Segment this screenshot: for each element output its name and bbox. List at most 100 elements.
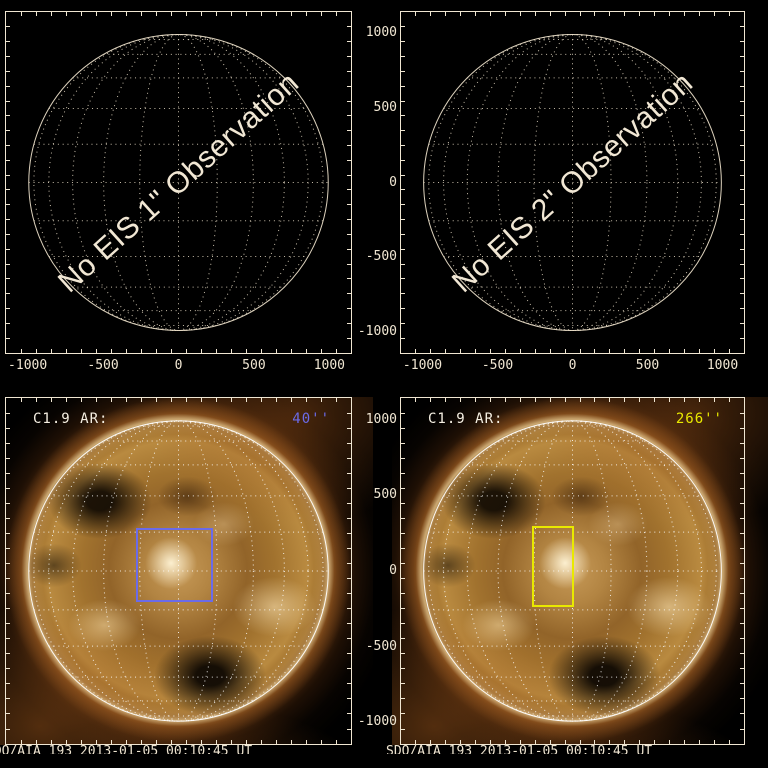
axis-tick — [95, 740, 97, 744]
axis-tick — [401, 442, 405, 444]
axis-tick — [347, 713, 351, 715]
axis-tick — [347, 204, 351, 206]
axis-tick — [654, 398, 655, 402]
axis-tick — [6, 668, 10, 670]
axis-tick — [6, 115, 10, 117]
axis-tick — [594, 398, 596, 402]
axis-tick — [347, 219, 351, 221]
axis-tick — [347, 56, 351, 57]
y-tick-label: 0 — [389, 174, 397, 190]
axis-tick — [347, 278, 351, 280]
axis-tick — [740, 502, 744, 504]
image-timestamp-clip: SDO/AIA 193 2013-01-05 00:10:45 UT — [386, 745, 768, 754]
axis-tick — [490, 12, 491, 16]
axis-tick — [347, 683, 351, 685]
axis-tick — [80, 349, 82, 353]
axis-tick — [6, 608, 10, 610]
axis-tick — [740, 427, 744, 429]
axis-tick — [740, 563, 744, 564]
solar-graticule — [28, 420, 329, 722]
axis-tick — [740, 517, 744, 519]
axis-tick — [401, 638, 405, 640]
axis-tick — [6, 85, 10, 87]
axis-tick — [654, 740, 655, 744]
axis-tick — [534, 740, 536, 744]
axis-tick — [740, 623, 744, 625]
axis-tick — [740, 233, 744, 235]
y-tick-label: -1000 — [357, 714, 397, 730]
axis-tick — [401, 487, 405, 489]
y-tick-label: -1000 — [357, 323, 397, 339]
axis-tick — [594, 349, 596, 353]
axis-tick — [609, 398, 611, 402]
eis-fov-box-yellow — [532, 526, 574, 607]
axis-tick — [50, 349, 52, 353]
solar-graticule — [423, 34, 722, 331]
axis-tick — [80, 740, 82, 744]
axis-tick — [740, 26, 744, 28]
axis-tick — [401, 698, 405, 700]
axis-tick — [594, 12, 596, 16]
axis-tick — [215, 349, 217, 353]
axis-tick — [275, 398, 277, 402]
axis-tick — [579, 740, 581, 744]
axis-tick — [185, 12, 187, 16]
axis-tick — [401, 427, 405, 429]
axis-tick — [740, 472, 744, 474]
axis-tick — [740, 593, 744, 595]
axis-tick — [320, 740, 322, 744]
axis-tick — [6, 278, 10, 280]
axis-tick — [475, 740, 477, 744]
axis-tick — [6, 130, 10, 132]
axis-tick — [347, 41, 351, 43]
axis-tick — [347, 322, 351, 324]
axis-tick — [6, 248, 10, 250]
axis-tick — [624, 740, 626, 744]
axis-tick — [415, 398, 417, 402]
axis-tick — [639, 740, 641, 744]
axis-tick — [155, 398, 157, 402]
axis-tick — [20, 398, 22, 402]
axis-tick — [80, 398, 82, 402]
axis-tick — [200, 12, 202, 16]
axis-tick — [140, 740, 142, 744]
axis-tick — [6, 442, 10, 444]
axis-tick — [564, 740, 566, 744]
axis-tick — [305, 12, 307, 16]
axis-tick — [430, 349, 432, 353]
axis-tick — [401, 608, 405, 610]
axis-tick — [347, 412, 351, 414]
eis-fov-box-blue — [136, 528, 213, 602]
axis-tick — [683, 740, 685, 744]
axis-tick — [125, 398, 127, 402]
axis-tick — [740, 308, 744, 309]
axis-tick — [668, 349, 670, 353]
axis-tick — [490, 398, 491, 402]
axis-tick — [20, 349, 22, 353]
axis-tick — [740, 41, 744, 43]
x-tick-label: -500 — [481, 358, 514, 373]
axis-tick — [740, 70, 744, 72]
fov-size-label: 40'' — [292, 411, 330, 427]
axis-tick — [305, 740, 307, 744]
axis-tick — [347, 144, 351, 146]
axis-tick — [50, 398, 52, 402]
axis-tick — [713, 349, 715, 353]
axis-tick — [6, 263, 10, 265]
axis-tick — [475, 349, 477, 353]
axis-tick — [740, 293, 744, 295]
axis-tick — [140, 398, 142, 402]
image-timestamp: SDO/AIA 193 2013-01-05 00:10:45 UT — [386, 745, 653, 754]
axis-tick — [740, 457, 744, 459]
axis-tick — [490, 740, 491, 744]
axis-tick — [740, 278, 744, 280]
axis-tick — [728, 12, 730, 16]
axis-tick — [401, 219, 405, 221]
axis-tick — [185, 740, 187, 744]
axis-tick — [401, 248, 405, 250]
axis-tick — [549, 740, 551, 744]
y-tick-label: 0 — [389, 563, 397, 578]
axis-tick — [347, 85, 351, 87]
axis-tick — [624, 349, 626, 353]
x-tick-label: -500 — [87, 358, 119, 373]
